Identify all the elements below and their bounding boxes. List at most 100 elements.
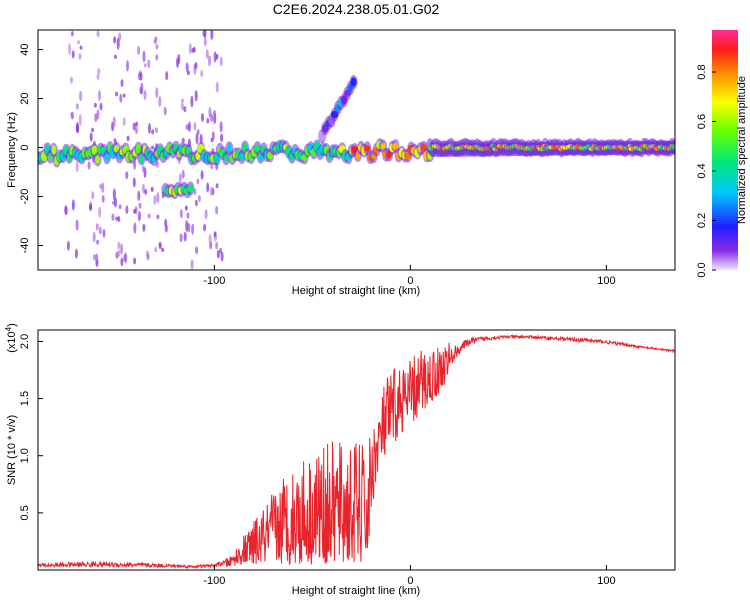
colorbar-tick-label: 0.2 bbox=[696, 213, 708, 228]
spectrogram-ylabel: Frequency (Hz) bbox=[6, 112, 18, 188]
spectrogram-speckle bbox=[135, 126, 138, 135]
spectrogram-speckle bbox=[137, 190, 141, 202]
spectrogram-speckle bbox=[203, 30, 207, 39]
spectrogram-speckle bbox=[95, 253, 99, 265]
spectrogram-speckle bbox=[213, 51, 217, 63]
spectrogram-speckle bbox=[220, 251, 224, 262]
spectrogram-speckle bbox=[140, 82, 144, 95]
spectrogram-speckle bbox=[147, 59, 151, 69]
spectrogram-speckle bbox=[142, 223, 146, 232]
spectrogram-cell bbox=[91, 145, 98, 155]
spectrogram-speckle bbox=[151, 129, 155, 135]
spectrogram-speckle bbox=[119, 93, 123, 103]
spectrogram-speckle bbox=[185, 220, 189, 232]
spectrogram-speckle bbox=[155, 44, 159, 50]
spectrogram-panel: -100 0 100 -40 -20 0 20 40 Height of straight l… bbox=[6, 29, 676, 297]
spectrogram-speckle bbox=[125, 205, 129, 214]
spectrogram-speckle bbox=[64, 205, 68, 216]
colorbar-tick-label: 0.0 bbox=[696, 262, 708, 277]
spectrogram-speckle bbox=[191, 223, 195, 235]
spectrogram-speckle bbox=[151, 145, 154, 150]
snr-frame bbox=[37, 329, 676, 571]
spectrogram-speckle bbox=[155, 54, 159, 61]
spectrogram-speckle bbox=[137, 211, 141, 222]
spectrogram-speckle bbox=[99, 184, 103, 189]
spectrogram-speckle bbox=[93, 102, 97, 108]
spectrogram-cell bbox=[51, 145, 56, 155]
spectrogram-speckle bbox=[158, 95, 162, 108]
spectrogram-speckle bbox=[137, 45, 141, 56]
spectrogram-speckle bbox=[210, 164, 214, 170]
spectrogram-speckle bbox=[209, 186, 213, 196]
spectrogram-cell bbox=[392, 142, 399, 150]
spectrogram-speckle bbox=[210, 114, 214, 123]
spectrogram-speckle bbox=[95, 223, 99, 231]
spectrogram-speckle bbox=[179, 233, 183, 243]
spectrogram-speckle bbox=[133, 257, 137, 265]
spectrogram-speckle bbox=[76, 123, 80, 134]
spectrogram-cell bbox=[380, 143, 386, 150]
spectrogram-speckle bbox=[154, 246, 158, 253]
spectrogram-speckle bbox=[181, 169, 185, 179]
spectrogram-speckle bbox=[213, 110, 217, 116]
spectrogram-marks bbox=[38, 30, 675, 270]
spectrogram-cell bbox=[364, 145, 371, 152]
spectrogram-xtick-label: 0 bbox=[407, 275, 413, 287]
spectrogram-speckle bbox=[133, 209, 136, 214]
spectrogram-speckle bbox=[178, 172, 182, 184]
spectrogram-speckle bbox=[187, 121, 191, 132]
spectrogram-speckle bbox=[71, 50, 75, 59]
spectrogram-speckle bbox=[147, 213, 151, 219]
spectrogram-speckle bbox=[185, 124, 189, 130]
snr-ytick-label: 0.5 bbox=[19, 505, 31, 520]
spectrogram-speckle bbox=[183, 106, 187, 113]
spectrogram-speckle bbox=[158, 241, 162, 250]
spectrogram-speckle bbox=[219, 247, 222, 254]
spectrogram-speckle bbox=[194, 199, 198, 207]
snr-ticks: -100 0 100 0.5 1.0 1.5 2.0 bbox=[19, 334, 616, 587]
spectrogram-speckle bbox=[164, 223, 168, 233]
snr-ytick-label: 1.0 bbox=[19, 448, 31, 463]
spectrogram-speckle bbox=[184, 205, 188, 211]
spectrogram-speckle bbox=[116, 37, 120, 50]
spectrogram-speckle bbox=[201, 113, 204, 122]
snr-xlabel: Height of straight line (km) bbox=[292, 585, 420, 597]
spectrogram-speckle bbox=[92, 231, 96, 243]
spectrogram-speckle bbox=[77, 40, 80, 45]
colorbar-tick-label: 0.6 bbox=[696, 114, 708, 129]
spectrogram-speckle bbox=[111, 213, 115, 221]
spectrogram-speckle bbox=[78, 114, 82, 126]
spectrogram-speckle bbox=[216, 249, 220, 259]
spectrogram-speckle bbox=[156, 192, 160, 204]
spectrogram-speckle bbox=[125, 171, 129, 180]
spectrogram-speckle bbox=[156, 214, 160, 220]
spectrogram-speckle bbox=[205, 49, 209, 59]
spectrogram-cell bbox=[95, 155, 101, 164]
spectrogram-speckle bbox=[193, 122, 197, 131]
spectrogram-speckle bbox=[213, 231, 217, 237]
snr-xtick-label: 0 bbox=[407, 575, 413, 587]
spectrogram-speckle bbox=[102, 229, 106, 238]
spectrogram-speckle bbox=[112, 116, 116, 128]
spectrogram-speckle bbox=[215, 81, 219, 93]
spectrogram-speckle bbox=[208, 233, 212, 244]
spectrogram-speckle bbox=[208, 106, 212, 118]
figure-title: C2E6.2024.238.05.01.G02 bbox=[273, 1, 440, 17]
spectrogram-speckle bbox=[135, 121, 139, 127]
spectrogram-speckle bbox=[181, 137, 185, 144]
spectrogram-speckle bbox=[120, 79, 124, 88]
spectrogram-speckle bbox=[78, 53, 82, 60]
spectrogram-speckle bbox=[203, 37, 207, 47]
spectrogram-cell bbox=[135, 143, 142, 154]
colorbar-gradient bbox=[712, 30, 738, 270]
spectrogram-speckle bbox=[191, 48, 195, 53]
spectrogram-speckle bbox=[112, 200, 116, 205]
spectrogram-speckle bbox=[117, 241, 121, 250]
spectrogram-speckle bbox=[155, 87, 159, 99]
spectrogram-speckle bbox=[210, 30, 214, 40]
snr-ytick-label: 1.5 bbox=[19, 391, 31, 406]
spectrogram-speckle bbox=[142, 50, 146, 63]
spectrogram-speckle bbox=[195, 132, 199, 145]
spectrogram-speckle bbox=[143, 63, 147, 68]
